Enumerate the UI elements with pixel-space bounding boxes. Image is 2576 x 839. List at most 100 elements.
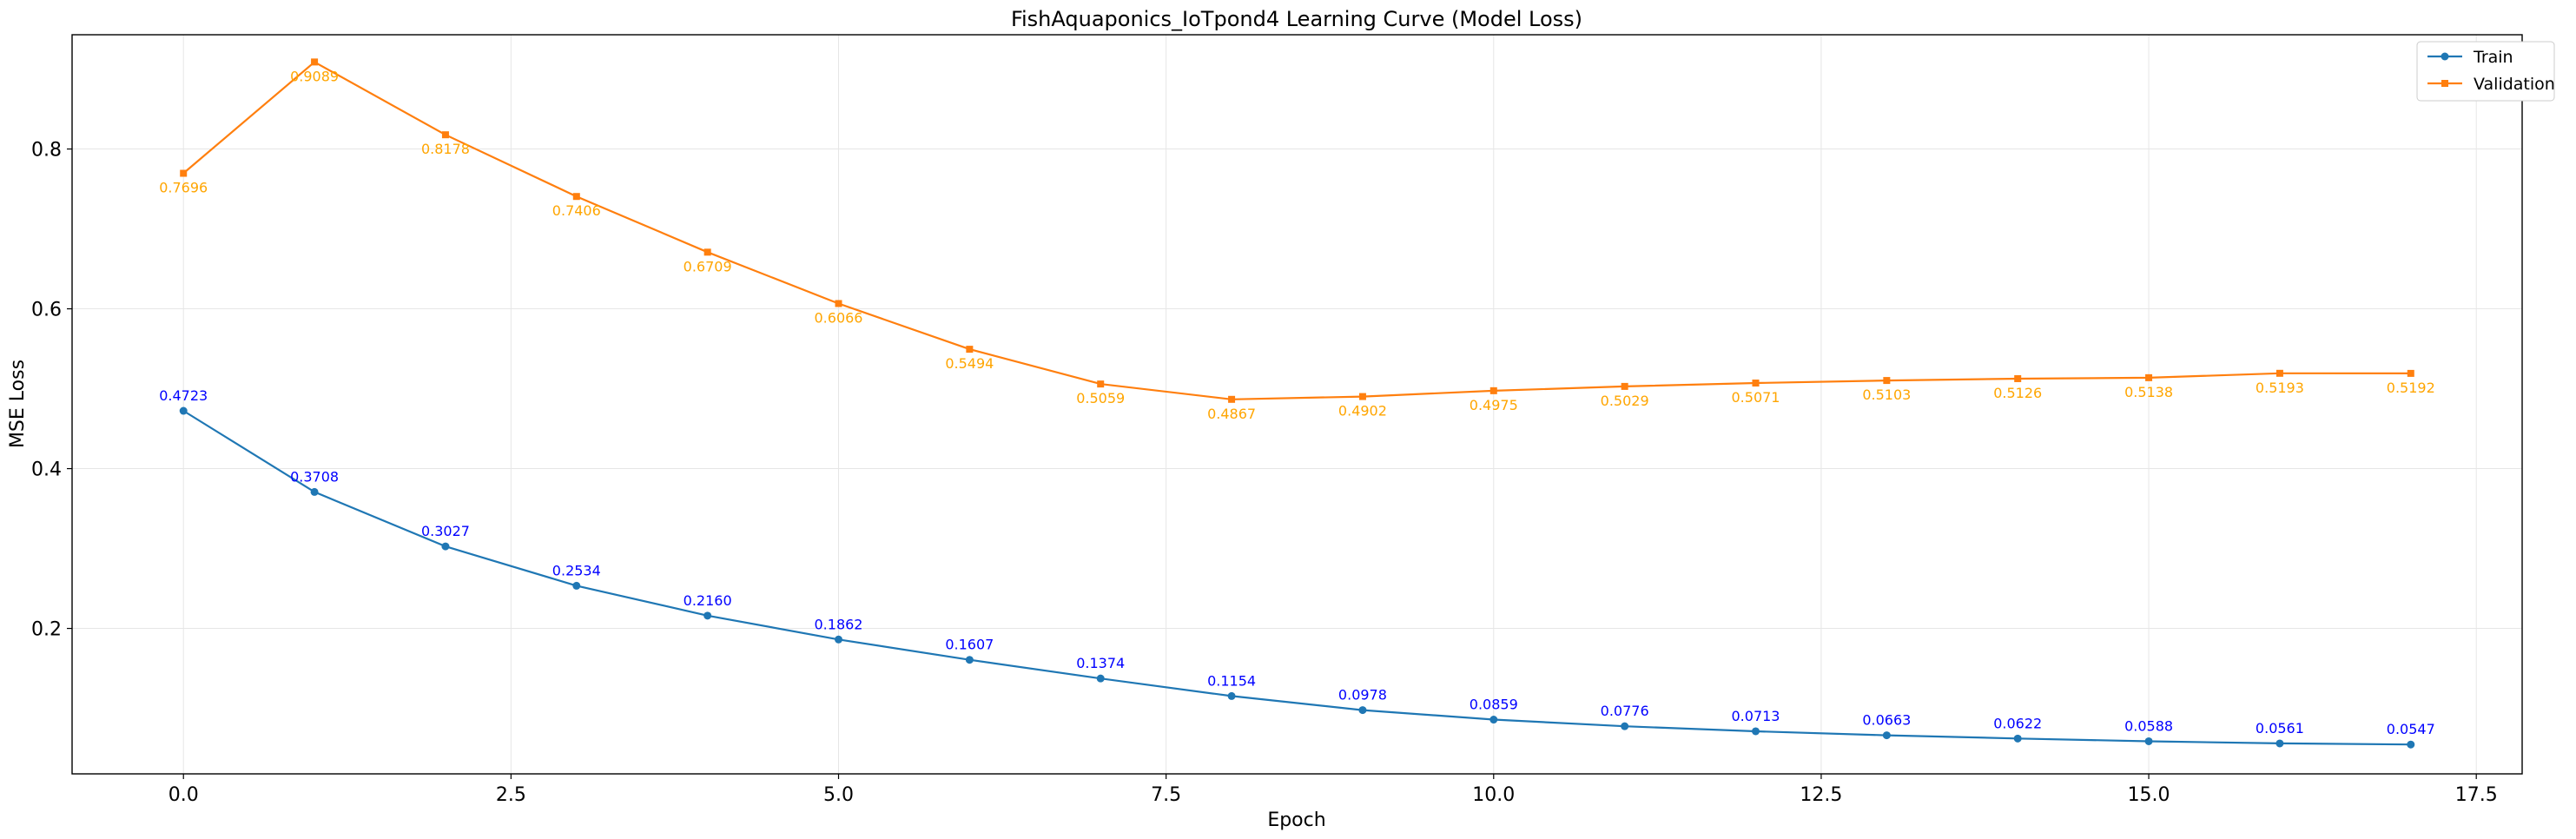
legend-train-label: Train	[2473, 48, 2513, 67]
data-point-validation	[441, 131, 449, 139]
x-tick-label: 2.5	[496, 784, 526, 806]
series-line-train	[182, 410, 2411, 746]
data-label-train: 0.1607	[945, 637, 994, 653]
data-label-validation: 0.4867	[1207, 406, 1256, 422]
data-point-validation	[572, 193, 580, 201]
data-label-train: 0.0776	[1601, 703, 1649, 719]
data-label-train: 0.1862	[815, 616, 863, 632]
y-axis-label: MSE Loss	[7, 360, 29, 448]
data-label-layer: 0.4723 0.3708 0.3027 0.2534 0.2160 0.1862 0.16…	[159, 68, 2435, 737]
data-label-train: 0.0713	[1732, 708, 1780, 724]
data-point-validation	[835, 300, 842, 307]
data-point-train	[1227, 691, 1236, 700]
data-label-train: 0.1154	[1207, 672, 1256, 689]
data-label-train: 0.0859	[1470, 697, 1518, 713]
data-label-validation: 0.5029	[1601, 393, 1649, 409]
data-label-validation: 0.5071	[1732, 389, 1780, 406]
data-point-validation	[180, 169, 188, 177]
y-tick-label: 0.2	[31, 619, 62, 641]
data-point-train	[2144, 737, 2153, 745]
data-label-validation: 0.4902	[1338, 403, 1387, 420]
data-point-train	[703, 611, 712, 620]
y-tick-label: 0.4	[31, 459, 62, 481]
data-label-validation: 0.6066	[815, 309, 863, 326]
data-point-train	[1621, 722, 1629, 730]
data-point-validation	[966, 346, 974, 353]
legend: Train Validation	[2416, 41, 2555, 102]
chart-title: FishAquaponics_IoTpond4 Learning Curve (…	[1011, 7, 1582, 31]
series-layer	[179, 58, 2415, 749]
data-label-train: 0.0622	[1993, 715, 2042, 731]
plot-area-frame	[71, 34, 2523, 775]
x-tick-label: 10.0	[1472, 784, 1515, 806]
data-label-train: 0.0978	[1338, 687, 1387, 704]
data-point-validation	[2014, 374, 2022, 382]
y-tick-label: 0.8	[31, 140, 62, 162]
data-point-validation	[2145, 373, 2153, 381]
data-label-validation: 0.4975	[1470, 397, 1518, 413]
legend-validation-marker	[2441, 80, 2448, 87]
tick-layer: 0.0 2.5 5.0 7.5 10.0 12.5 15.0 17.5 0.2 0.4 0.6 0.8	[31, 140, 2498, 806]
data-label-validation: 0.6709	[684, 258, 732, 274]
data-label-validation: 0.5126	[1993, 385, 2042, 401]
data-point-train	[1096, 674, 1105, 683]
x-tick-label: 12.5	[1800, 784, 1842, 806]
data-label-validation: 0.5138	[2124, 384, 2173, 400]
data-point-validation	[1489, 386, 1497, 394]
data-point-train	[2013, 734, 2022, 743]
data-point-validation	[1883, 377, 1891, 385]
data-point-validation	[311, 58, 319, 66]
data-label-train: 0.1374	[1076, 655, 1125, 671]
data-label-validation: 0.5192	[2387, 380, 2435, 396]
data-point-validation	[1752, 380, 1760, 387]
data-label-validation: 0.5494	[945, 355, 994, 372]
data-point-validation	[1228, 395, 1236, 403]
data-label-train: 0.3708	[290, 468, 339, 485]
data-label-validation: 0.7696	[159, 180, 208, 196]
x-tick-label: 7.5	[1151, 784, 1181, 806]
data-label-train: 0.2534	[552, 562, 601, 578]
data-point-train	[1489, 716, 1498, 724]
data-point-validation	[2275, 369, 2283, 377]
data-label-train: 0.4723	[159, 387, 208, 404]
data-label-train: 0.0547	[2387, 721, 2435, 737]
data-label-train: 0.0588	[2124, 717, 2173, 734]
data-label-train: 0.2160	[684, 592, 732, 609]
grid-layer	[72, 35, 2522, 774]
series-line-validation	[182, 61, 2411, 400]
data-point-train	[835, 635, 843, 644]
data-point-train	[441, 542, 450, 551]
data-label-validation: 0.9089	[290, 68, 339, 84]
data-point-train	[572, 581, 581, 590]
data-label-train: 0.0663	[1862, 712, 1911, 729]
data-label-validation: 0.5193	[2256, 380, 2304, 396]
x-tick-label: 0.0	[168, 784, 199, 806]
x-tick-label: 5.0	[823, 784, 854, 806]
x-tick-label: 15.0	[2128, 784, 2170, 806]
data-label-train: 0.0561	[2256, 720, 2304, 737]
data-label-validation: 0.7406	[552, 202, 601, 219]
data-point-train	[1882, 731, 1891, 740]
data-point-train	[1751, 727, 1760, 736]
data-point-train	[965, 656, 974, 664]
x-tick-label: 17.5	[2455, 784, 2498, 806]
data-point-validation	[1097, 380, 1105, 388]
data-point-train	[310, 487, 319, 496]
legend-validation-label: Validation	[2474, 75, 2555, 94]
legend-train-marker	[2441, 52, 2449, 61]
data-label-validation: 0.5103	[1862, 386, 1911, 403]
data-label-train: 0.3027	[421, 523, 470, 539]
data-point-validation	[703, 248, 711, 256]
data-label-validation: 0.8178	[421, 141, 470, 157]
data-point-validation	[1358, 393, 1366, 400]
data-point-validation	[2407, 369, 2414, 377]
data-label-validation: 0.5059	[1076, 390, 1125, 406]
y-tick-label: 0.6	[31, 300, 62, 321]
x-axis-label: Epoch	[1267, 809, 1325, 831]
data-point-train	[179, 406, 188, 415]
data-point-train	[2275, 739, 2284, 748]
data-point-train	[1358, 706, 1367, 715]
data-point-validation	[1621, 382, 1628, 390]
